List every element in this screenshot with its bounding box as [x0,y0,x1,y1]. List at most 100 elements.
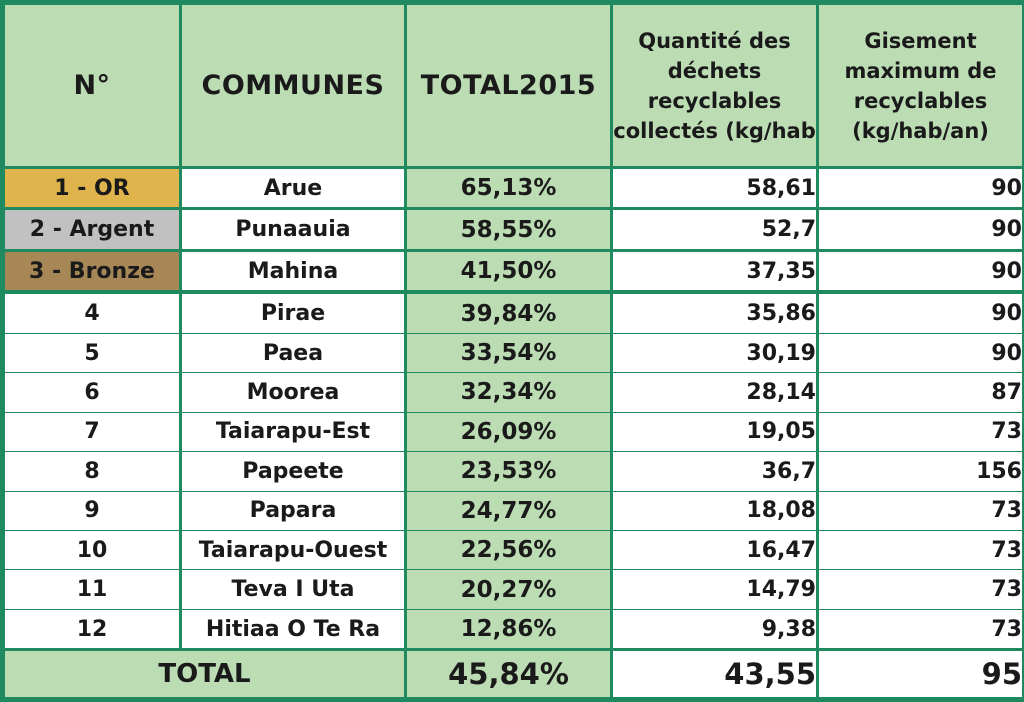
table-row-podium-2: 2 - Argent Punaauia 58,55% 52,7 90 [2,207,1024,251]
table-row: 7 Taiarapu-Est 26,09% 19,05 73 [2,411,1024,453]
total-gisement-cell: 95 [816,648,1024,700]
gisement-value: 87 [991,379,1022,405]
quantite-value: 18,08 [746,498,816,524]
commune-cell: Moorea [179,372,407,413]
gisement-value: 90 [991,258,1022,284]
table-row: 11 Teva I Uta 20,27% 14,79 73 [2,569,1024,610]
quantite-cell: 9,38 [610,608,819,651]
quantite-value: 58,61 [746,175,816,201]
gisement-cell: 87 [816,372,1024,413]
quantite-value: 28,14 [746,379,816,405]
total-cell: 22,56% [404,530,613,571]
gisement-value: 73 [991,498,1022,524]
gisement-value: 73 [991,577,1022,603]
table-row: 5 Paea 33,54% 30,19 90 [2,332,1024,374]
quantite-cell: 30,19 [610,332,819,374]
rank-cell: 5 [2,332,182,374]
total-cell: 20,27% [404,569,613,610]
rank-cell: 10 [2,530,182,571]
table-row: 9 Papara 24,77% 18,08 73 [2,490,1024,532]
gisement-cell: 90 [816,291,1024,334]
header-rank: N° [2,2,182,169]
gisement-value: 73 [991,616,1022,642]
rank-cell: 12 [2,608,182,651]
commune-cell: Papara [179,490,407,532]
total-cell: 41,50% [404,248,613,295]
rank-cell: 11 [2,569,182,610]
gisement-value: 156 [976,458,1022,484]
quantite-value: 36,7 [761,458,816,484]
header-gisement: Gisement maximum de recyclables (kg/hab/… [816,2,1024,169]
quantite-value: 9,38 [761,616,816,642]
gisement-cell: 73 [816,490,1024,532]
rank-cell: 9 [2,490,182,532]
total-cell: 32,34% [404,372,613,413]
commune-cell: Mahina [179,248,407,295]
gisement-cell: 73 [816,569,1024,610]
gisement-cell: 90 [816,248,1024,295]
total-cell: 24,77% [404,490,613,532]
commune-cell: Hitiaa O Te Ra [179,608,407,651]
quantite-cell: 58,61 [610,165,819,210]
quantite-value: 14,79 [746,577,816,603]
total-cell: 39,84% [404,291,613,334]
commune-cell: Punaauia [179,207,407,251]
gisement-value: 90 [991,301,1022,327]
gisement-cell: 73 [816,530,1024,571]
rank-cell: 7 [2,411,182,453]
commune-cell: Teva I Uta [179,569,407,610]
gisement-cell: 73 [816,608,1024,651]
quantite-cell: 28,14 [610,372,819,413]
quantite-cell: 35,86 [610,291,819,334]
quantite-value: 19,05 [746,419,816,445]
gisement-value: 73 [991,537,1022,563]
quantite-value: 30,19 [746,340,816,366]
header-quantite: Quantité des déchets recyclables collect… [610,2,819,169]
quantite-cell: 52,7 [610,207,819,251]
total-row: TOTAL 45,84% 43,55 95 [2,648,1024,700]
quantite-value: 52,7 [761,217,816,243]
total-cell: 12,86% [404,608,613,651]
total-percentage: 45,84% [404,648,613,700]
total-cell: 65,13% [404,165,613,210]
quantite-value: 35,86 [746,301,816,327]
quantite-cell: 19,05 [610,411,819,453]
rank-cell: 8 [2,451,182,492]
rank-cell: 6 [2,372,182,413]
commune-cell: Taiarapu-Ouest [179,530,407,571]
gisement-value: 90 [991,340,1022,366]
total-cell: 23,53% [404,451,613,492]
commune-cell: Papeete [179,451,407,492]
table-row: 6 Moorea 32,34% 28,14 87 [2,372,1024,413]
table-row: 10 Taiarapu-Ouest 22,56% 16,47 73 [2,530,1024,571]
header-total2015: TOTAL2015 [404,2,613,169]
table-row: 8 Papeete 23,53% 36,7 156 [2,451,1024,492]
table-row-podium-1: 1 - OR Arue 65,13% 58,61 90 [2,165,1024,210]
gisement-value: 90 [991,217,1022,243]
commune-cell: Taiarapu-Est [179,411,407,453]
total-gisement-value: 95 [981,657,1022,692]
header-row: N° COMMUNES TOTAL2015 Quantité des déche… [2,2,1024,169]
commune-cell: Pirae [179,291,407,334]
quantite-cell: 16,47 [610,530,819,571]
gisement-value: 73 [991,419,1022,445]
total-label: TOTAL [2,648,407,700]
commune-cell: Paea [179,332,407,374]
quantite-cell: 37,35 [610,248,819,295]
gisement-cell: 90 [816,165,1024,210]
quantite-cell: 14,79 [610,569,819,610]
gisement-cell: 90 [816,207,1024,251]
total-cell: 33,54% [404,332,613,374]
quantite-value: 16,47 [746,537,816,563]
rank-cell: 1 - OR [2,165,182,210]
commune-cell: Arue [179,165,407,210]
total-cell: 58,55% [404,207,613,251]
rank-cell: 3 - Bronze [2,248,182,295]
gisement-cell: 90 [816,332,1024,374]
gisement-cell: 156 [816,451,1024,492]
gisement-cell: 73 [816,411,1024,453]
total-cell: 26,09% [404,411,613,453]
gisement-value: 90 [991,175,1022,201]
